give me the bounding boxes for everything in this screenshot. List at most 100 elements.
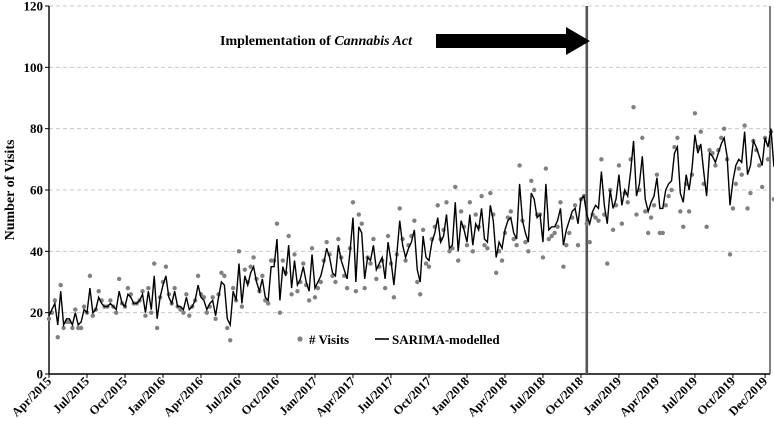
visit-point [549,233,554,239]
visit-point [152,261,157,266]
visit-point [640,135,645,141]
visit-point [146,285,151,291]
visit-point [52,298,58,303]
visit-point [736,166,741,171]
visit-point [286,233,291,239]
visit-point [757,163,762,168]
visit-point [575,243,581,248]
visit-point [464,243,470,248]
x-tick-label: Oct/2017 [390,374,434,418]
annotation-text-italic: Cannabis Act [334,34,413,49]
visit-point [242,267,248,272]
visit-point [187,313,192,318]
visit-point [546,236,551,242]
visit-point [555,224,560,229]
visit-point [473,212,478,217]
visit-point [713,163,718,168]
visit-point [619,221,625,226]
visit-point [222,273,227,279]
visit-point [309,246,315,251]
visit-point [759,184,765,190]
legend: # Visits SARIMA-modelled [297,332,500,347]
visit-point [675,135,680,141]
visit-point [61,325,66,331]
visit-point [488,190,493,196]
visit-point [672,144,677,150]
visit-point [733,181,739,187]
visit-point [748,190,753,196]
visit-point [739,172,744,177]
visit-point [306,298,312,303]
visit-point [371,236,376,242]
visit-point [116,276,122,282]
y-axis-title: Number of Visits [3,139,18,240]
visit-point [455,258,461,263]
x-tick-label: Apr/2015 [9,374,54,419]
visit-point [228,338,233,343]
visit-point [593,215,598,220]
visit-point [163,264,169,269]
visit-point [730,206,736,211]
visit-point [596,218,601,223]
visit-point [479,193,484,199]
visit-point [230,285,236,291]
visit-point [561,264,566,269]
visit-point [58,282,63,288]
visit-point [631,105,636,110]
visit-point [356,212,362,217]
annotation-text: Implementation of Cannabis Act [220,34,413,49]
visit-point [385,233,391,239]
visit-point [660,230,665,236]
visit-point [266,301,271,306]
visit-point [336,236,341,242]
visit-point [721,126,727,131]
visit-point [143,313,148,318]
visit-point [666,193,671,199]
visit-point [447,249,452,254]
visit-point [610,227,616,233]
visit-point [353,289,359,294]
visit-point [78,325,84,331]
visit-point [663,203,668,208]
visit-point [765,157,771,162]
visit-point [277,310,283,315]
visit-point [260,273,265,279]
visit-point [172,285,177,291]
visit-point [745,206,750,211]
visit-point [584,221,589,226]
annotation: Implementation of Cannabis Act [220,27,590,55]
visit-point [81,304,87,309]
visit-point [698,129,703,134]
visit-point [742,123,747,128]
visit-point [467,200,473,205]
legend-label-visits: # Visits [309,332,349,347]
y-tick-label: 20 [30,305,43,320]
visit-point [564,243,569,248]
visit-point [87,273,93,279]
visit-point [374,276,379,282]
visit-point [514,243,519,248]
visit-point [295,289,300,294]
x-tick-label: Jul/2017 [354,374,396,416]
visit-point [616,163,622,168]
visit-point [531,187,537,193]
visit-point [678,209,683,214]
visit-point [482,243,487,248]
y-tick-label: 80 [30,121,43,136]
visit-point [651,203,657,208]
visit-point [149,310,154,315]
y-tick-label: 40 [30,244,43,259]
visit-point [391,295,397,300]
visit-point [301,261,306,266]
visit-point [204,310,210,315]
visit-point [511,236,516,242]
x-tick-label: Oct/2015 [86,374,130,418]
x-axis-ticks: Apr/2015Jul/2015Oct/2015Jan/2016Apr/2016… [9,374,770,419]
visit-point [333,279,338,285]
y-axis-ticks: 0 20 40 60 80 100 120 [24,0,49,382]
visit-point [444,200,449,205]
visit-point [654,172,660,177]
visit-point [485,246,490,251]
visit-point [771,197,774,202]
sarima-line [48,128,774,328]
